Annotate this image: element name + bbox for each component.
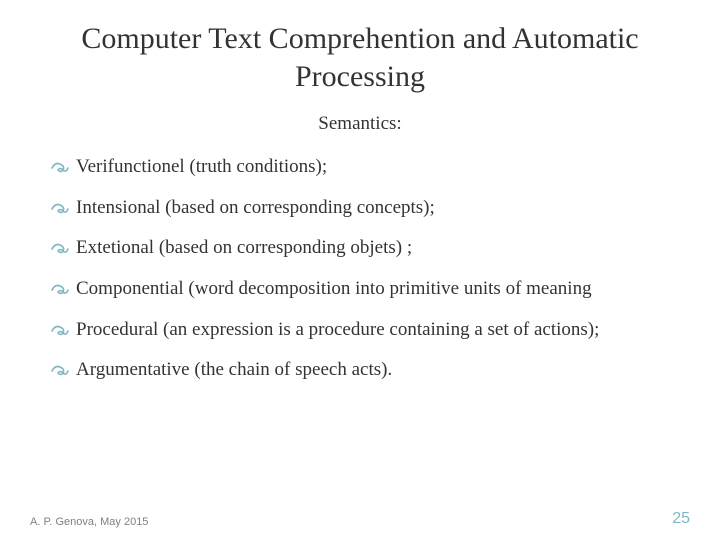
swirl-icon xyxy=(50,280,70,300)
bullet-text: Argumentative (the chain of speech acts)… xyxy=(76,358,670,383)
slide-title: Computer Text Comprehention and Automati… xyxy=(50,20,670,95)
page-number: 25 xyxy=(672,510,690,528)
slide-subtitle: Semantics: xyxy=(50,113,670,135)
swirl-icon xyxy=(50,158,70,178)
bullet-text: Componential (word decomposition into pr… xyxy=(76,277,670,302)
list-item: Argumentative (the chain of speech acts)… xyxy=(50,358,670,383)
footer-author-date: A. P. Genova, May 2015 xyxy=(30,516,148,528)
list-item: Componential (word decomposition into pr… xyxy=(50,277,670,302)
bullet-text: Extetional (based on corresponding objet… xyxy=(76,236,670,261)
list-item: Extetional (based on corresponding objet… xyxy=(50,236,670,261)
bullet-list: Verifunctionel (truth conditions); Inten… xyxy=(50,155,670,383)
bullet-text: Intensional (based on corresponding conc… xyxy=(76,196,670,221)
swirl-icon xyxy=(50,239,70,259)
bullet-text: Procedural (an expression is a procedure… xyxy=(76,318,670,343)
list-item: Verifunctionel (truth conditions); xyxy=(50,155,670,180)
slide-container: Computer Text Comprehention and Automati… xyxy=(0,0,720,540)
swirl-icon xyxy=(50,361,70,381)
list-item: Procedural (an expression is a procedure… xyxy=(50,318,670,343)
list-item: Intensional (based on corresponding conc… xyxy=(50,196,670,221)
bullet-text: Verifunctionel (truth conditions); xyxy=(76,155,670,180)
swirl-icon xyxy=(50,321,70,341)
swirl-icon xyxy=(50,199,70,219)
